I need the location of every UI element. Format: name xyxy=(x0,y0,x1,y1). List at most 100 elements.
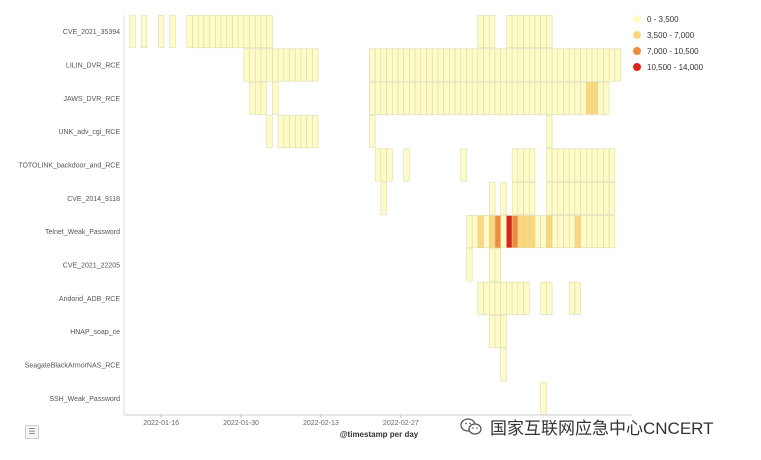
heatmap-cell[interactable] xyxy=(380,48,387,82)
heatmap-cell[interactable] xyxy=(369,48,376,82)
heatmap-cell[interactable] xyxy=(586,181,593,215)
heatmap-cell[interactable] xyxy=(471,81,479,115)
heatmap-cell[interactable] xyxy=(517,181,524,215)
list-icon[interactable]: ☰ xyxy=(25,425,39,439)
heatmap-cell[interactable] xyxy=(608,148,616,182)
heatmap-cell[interactable] xyxy=(511,148,519,182)
heatmap-cell[interactable] xyxy=(460,48,467,82)
heatmap-cell[interactable] xyxy=(580,148,587,182)
heatmap-cell[interactable] xyxy=(591,148,599,182)
heatmap-cell[interactable] xyxy=(215,15,222,49)
heatmap-cell[interactable] xyxy=(546,148,553,182)
heatmap-cell[interactable] xyxy=(506,15,513,49)
heatmap-cell[interactable] xyxy=(500,215,507,249)
heatmap-cell[interactable] xyxy=(580,81,587,115)
heatmap-cell[interactable] xyxy=(500,348,507,382)
heatmap-cell[interactable] xyxy=(374,81,382,115)
heatmap-cell[interactable] xyxy=(511,81,519,115)
heatmap-cell[interactable] xyxy=(494,81,501,115)
heatmap-cell[interactable] xyxy=(563,48,570,82)
heatmap-cell[interactable] xyxy=(546,15,553,49)
heatmap-cell[interactable] xyxy=(574,81,581,115)
heatmap-cell[interactable] xyxy=(517,48,524,82)
heatmap-cell[interactable] xyxy=(511,15,519,49)
heatmap-cell[interactable] xyxy=(392,48,399,82)
heatmap-cell[interactable] xyxy=(289,115,296,149)
heatmap-cell[interactable] xyxy=(517,215,524,249)
heatmap-cell[interactable] xyxy=(506,48,513,82)
heatmap-cell[interactable] xyxy=(306,115,313,149)
heatmap-cell[interactable] xyxy=(546,81,553,115)
heatmap-cell[interactable] xyxy=(529,148,536,182)
heatmap-cell[interactable] xyxy=(568,48,576,82)
heatmap-cell[interactable] xyxy=(483,215,490,249)
heatmap-cell[interactable] xyxy=(586,148,593,182)
heatmap-cell[interactable] xyxy=(546,115,553,149)
heatmap-cell[interactable] xyxy=(237,15,245,49)
heatmap-cell[interactable] xyxy=(546,181,553,215)
heatmap-cell[interactable] xyxy=(511,281,519,315)
heatmap-cell[interactable] xyxy=(500,48,507,82)
heatmap-cell[interactable] xyxy=(546,215,553,249)
heatmap-cell[interactable] xyxy=(260,15,267,49)
heatmap-cell[interactable] xyxy=(551,148,559,182)
heatmap-cell[interactable] xyxy=(403,148,410,182)
heatmap-cell[interactable] xyxy=(460,148,467,182)
heatmap-cell[interactable] xyxy=(255,48,262,82)
heatmap-cell[interactable] xyxy=(494,48,501,82)
heatmap-cell[interactable] xyxy=(300,115,307,149)
heatmap-cell[interactable] xyxy=(294,48,302,82)
heatmap-cell[interactable] xyxy=(568,148,576,182)
heatmap-cell[interactable] xyxy=(277,115,285,149)
heatmap-cell[interactable] xyxy=(454,81,462,115)
heatmap-cell[interactable] xyxy=(420,81,427,115)
heatmap-cell[interactable] xyxy=(597,81,604,115)
heatmap-cell[interactable] xyxy=(540,15,547,49)
heatmap-cell[interactable] xyxy=(529,48,536,82)
heatmap-cell[interactable] xyxy=(283,48,290,82)
heatmap-cell[interactable] xyxy=(403,81,410,115)
heatmap-cell[interactable] xyxy=(255,15,262,49)
heatmap-cell[interactable] xyxy=(443,48,450,82)
heatmap-cell[interactable] xyxy=(431,48,439,82)
heatmap-cell[interactable] xyxy=(534,81,541,115)
heatmap-cell[interactable] xyxy=(603,48,610,82)
heatmap-cell[interactable] xyxy=(494,315,501,349)
heatmap-cell[interactable] xyxy=(192,15,199,49)
heatmap-cell[interactable] xyxy=(506,81,513,115)
heatmap-cell[interactable] xyxy=(426,81,433,115)
heatmap-cell[interactable] xyxy=(551,48,559,82)
heatmap-cell[interactable] xyxy=(300,48,307,82)
heatmap-cell[interactable] xyxy=(471,215,479,249)
heatmap-cell[interactable] xyxy=(494,248,501,282)
heatmap-cell[interactable] xyxy=(312,48,319,82)
heatmap-cell[interactable] xyxy=(249,48,256,82)
heatmap-cell[interactable] xyxy=(489,81,496,115)
heatmap-cell[interactable] xyxy=(557,48,564,82)
heatmap-cell[interactable] xyxy=(568,215,576,249)
heatmap-cell[interactable] xyxy=(420,48,427,82)
heatmap-cell[interactable] xyxy=(511,181,519,215)
heatmap-cell[interactable] xyxy=(380,148,387,182)
heatmap-cell[interactable] xyxy=(380,181,387,215)
heatmap-cell[interactable] xyxy=(517,81,524,115)
heatmap-cell[interactable] xyxy=(568,81,576,115)
heatmap-cell[interactable] xyxy=(506,215,513,249)
heatmap-cell[interactable] xyxy=(220,15,227,49)
heatmap-cell[interactable] xyxy=(580,181,587,215)
heatmap-cell[interactable] xyxy=(586,48,593,82)
heatmap-cell[interactable] xyxy=(483,281,490,315)
heatmap-cell[interactable] xyxy=(608,181,616,215)
heatmap-cell[interactable] xyxy=(597,215,604,249)
heatmap-cell[interactable] xyxy=(129,15,136,49)
heatmap-cell[interactable] xyxy=(260,81,267,115)
heatmap-cell[interactable] xyxy=(454,48,462,82)
heatmap-cell[interactable] xyxy=(500,315,507,349)
heatmap-cell[interactable] xyxy=(226,15,233,49)
heatmap-cell[interactable] xyxy=(477,281,484,315)
heatmap-cell[interactable] xyxy=(466,248,473,282)
heatmap-cell[interactable] xyxy=(249,15,256,49)
heatmap-cell[interactable] xyxy=(523,281,530,315)
heatmap-cell[interactable] xyxy=(443,81,450,115)
heatmap-cell[interactable] xyxy=(369,81,376,115)
